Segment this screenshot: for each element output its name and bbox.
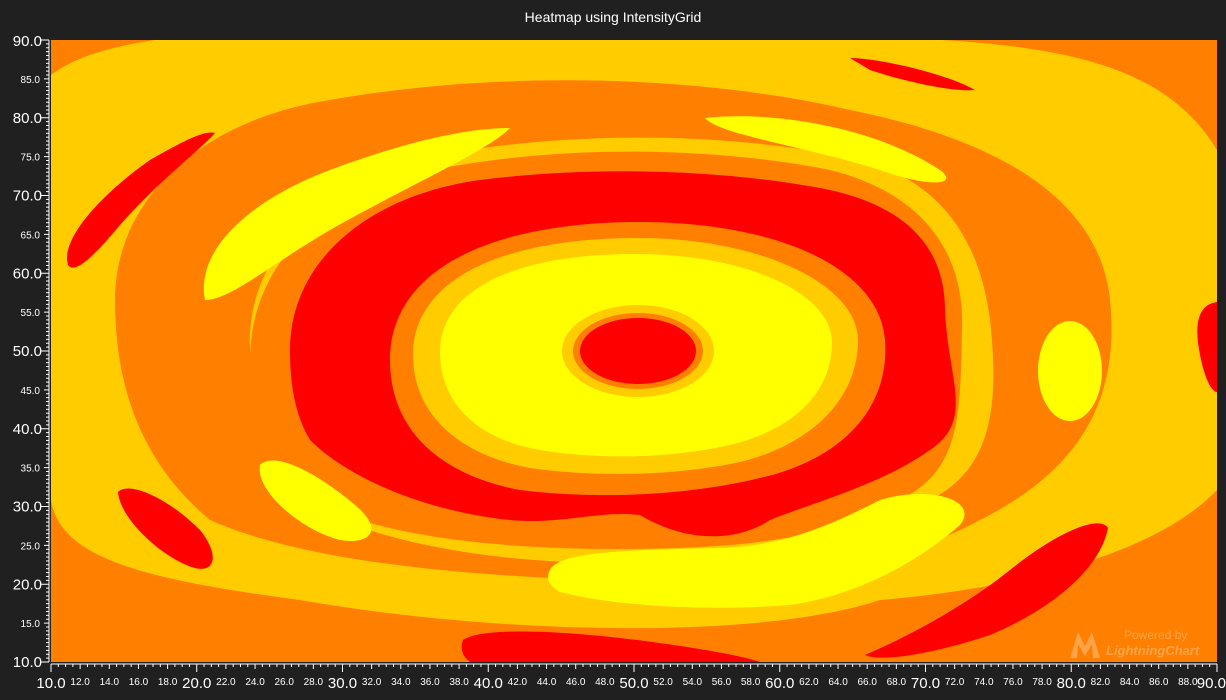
x-tick-label-minor: 48.0: [595, 677, 615, 688]
x-tick-label: 20.0: [182, 675, 211, 692]
y-tick-label: 40.0: [13, 421, 42, 438]
x-tick-label-minor: 76.0: [1003, 677, 1023, 688]
powered-by-watermark: Powered by LightningChart: [1068, 626, 1200, 662]
x-tick-label: 90.0: [1197, 675, 1226, 692]
chart-title: Heatmap using IntensityGrid: [524, 9, 702, 25]
x-tick-label-minor: 16.0: [129, 677, 149, 688]
x-tick-label-minor: 88.0: [1178, 677, 1198, 688]
watermark-line2: LightningChart: [1106, 643, 1200, 658]
watermark-line1: Powered by: [1124, 628, 1188, 642]
y-tick-label-minor: 15.0: [21, 619, 41, 630]
y-tick-label-minor: 85.0: [21, 75, 41, 86]
x-tick-label-minor: 84.0: [1120, 677, 1140, 688]
x-tick-label-minor: 62.0: [799, 677, 819, 688]
x-minor-marks: [50, 664, 1218, 672]
y-tick-label-minor: 25.0: [21, 541, 41, 552]
heat-blob-yellow-right: [1038, 321, 1102, 421]
y-tick-label: 20.0: [13, 576, 42, 593]
heat-blob-red-right-edge: [1197, 302, 1217, 392]
y-tick-label: 10.0: [13, 654, 42, 671]
y-axis: 90.0 80.0 70.0 60.0 50.0 40.0 30.0 20.0 10.0 85.0…: [13, 33, 50, 671]
x-tick-label-minor: 12.0: [70, 677, 90, 688]
x-tick-labels: 10.0 20.0 30.0 40.0 50.0 60.0 70.0 80.0 90.0 12.0…: [36, 675, 1226, 692]
y-tick-label: 60.0: [13, 265, 42, 282]
x-tick-label-minor: 38.0: [449, 677, 469, 688]
x-tick-label-minor: 32.0: [362, 677, 382, 688]
y-tick-labels: 90.0 80.0 70.0 60.0 50.0 40.0 30.0 20.0 10.0 85.0…: [13, 33, 42, 671]
x-tick-label-minor: 78.0: [1032, 677, 1052, 688]
x-tick-label-minor: 18.0: [158, 677, 178, 688]
x-tick-label: 80.0: [1057, 675, 1086, 692]
x-tick-label: 50.0: [619, 675, 648, 692]
y-tick-label-minor: 75.0: [21, 153, 41, 164]
x-tick-label-minor: 14.0: [100, 677, 120, 688]
x-tick-label-minor: 82.0: [1091, 677, 1111, 688]
x-tick-label-minor: 68.0: [887, 677, 907, 688]
heat-band-center-red: [580, 318, 696, 384]
x-tick-label-minor: 54.0: [683, 677, 703, 688]
x-tick-label: 60.0: [765, 675, 794, 692]
x-tick-label-minor: 28.0: [304, 677, 324, 688]
heat-blob-red-lower-right: [865, 523, 1108, 658]
heat-blob-red-lower-left: [118, 488, 213, 569]
y-tick-label-minor: 55.0: [21, 308, 41, 319]
heat-blob-yellow-upper-right: [705, 116, 947, 183]
heat-blob-red-upper-right: [850, 58, 975, 91]
x-tick-label: 10.0: [36, 675, 65, 692]
x-tick-label-minor: 66.0: [857, 677, 877, 688]
x-tick-label-minor: 86.0: [1149, 677, 1169, 688]
y-tick-label: 30.0: [13, 499, 42, 516]
x-tick-label-minor: 26.0: [274, 677, 294, 688]
y-tick-label: 90.0: [13, 33, 42, 50]
x-tick-label-minor: 56.0: [712, 677, 732, 688]
y-minor-marks: [41, 39, 49, 663]
x-tick-label: 40.0: [474, 675, 503, 692]
x-tick-label-minor: 34.0: [391, 677, 411, 688]
heat-blob-yellow-upper-left: [203, 128, 510, 300]
y-tick-label: 70.0: [13, 188, 42, 205]
heat-blob-yellow-lower-left: [259, 460, 372, 541]
x-tick-label-minor: 72.0: [945, 677, 965, 688]
heat-blob-red-upper-left: [66, 132, 216, 268]
heat-blob-red-bottom-center: [461, 631, 760, 662]
x-tick-label-minor: 42.0: [508, 677, 528, 688]
y-tick-label-minor: 65.0: [21, 230, 41, 241]
y-tick-label: 80.0: [13, 110, 42, 127]
y-tick-label: 50.0: [13, 343, 42, 360]
x-tick-label-minor: 36.0: [420, 677, 440, 688]
x-tick-label-minor: 64.0: [828, 677, 848, 688]
x-tick-label-minor: 52.0: [653, 677, 673, 688]
x-tick-label-minor: 44.0: [537, 677, 557, 688]
x-tick-label: 30.0: [328, 675, 357, 692]
y-tick-label-minor: 35.0: [21, 464, 41, 475]
lightningchart-logo-icon: [1070, 632, 1100, 658]
x-tick-label-minor: 74.0: [974, 677, 994, 688]
y-tick-label-minor: 45.0: [21, 386, 41, 397]
plot-area[interactable]: [51, 30, 1217, 662]
x-tick-label-minor: 58.0: [741, 677, 761, 688]
x-tick-label-minor: 22.0: [216, 677, 236, 688]
x-tick-label-minor: 24.0: [245, 677, 265, 688]
x-tick-label-minor: 46.0: [566, 677, 586, 688]
heat-blob-yellow-lower-center: [548, 494, 965, 608]
x-tick-label: 70.0: [911, 675, 940, 692]
x-axis: 10.0 20.0 30.0 40.0 50.0 60.0 70.0 80.0 90.0 12.0…: [36, 663, 1226, 692]
